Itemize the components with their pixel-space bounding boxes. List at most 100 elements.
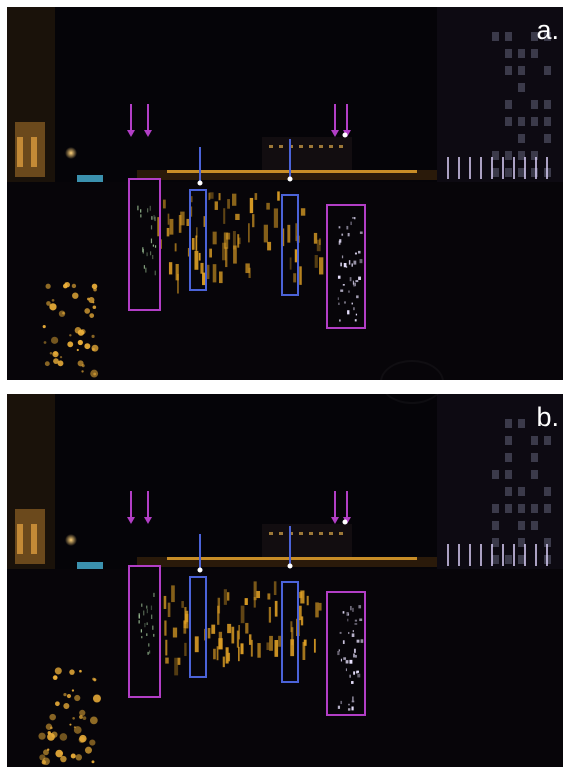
water-reflection	[267, 241, 272, 251]
building-window	[518, 504, 525, 513]
lamp-reflection	[79, 709, 86, 716]
water-reflection	[300, 616, 304, 626]
building-window	[505, 66, 512, 75]
sparkle-reflection	[141, 603, 143, 607]
sparkle-reflection	[347, 618, 349, 622]
sparkle-reflection	[341, 233, 344, 236]
far-window	[339, 532, 343, 535]
water-reflection	[319, 238, 321, 245]
blue-box	[281, 581, 299, 683]
sparkle-reflection	[153, 592, 155, 597]
building-window	[518, 487, 525, 496]
water-reflection	[245, 263, 250, 274]
sparkle-reflection	[138, 620, 140, 624]
water-reflection	[218, 193, 221, 201]
building-window	[531, 504, 538, 513]
sparkle-reflection	[150, 225, 153, 230]
sparkle-reflection	[146, 633, 148, 636]
sparkle-reflection	[351, 633, 355, 637]
water-reflection	[302, 641, 306, 660]
sparkle-reflection	[151, 614, 153, 620]
lamp-reflection	[60, 755, 67, 763]
bridge	[137, 170, 437, 180]
far-window	[309, 145, 313, 148]
water-reflection	[278, 635, 283, 647]
water-reflection	[225, 647, 229, 664]
water-reflection	[167, 602, 171, 618]
lamp-post	[447, 544, 449, 566]
building-window	[531, 470, 538, 479]
sparkle-reflection	[146, 252, 148, 257]
sparkle-reflection	[346, 225, 349, 230]
sparkle-reflection	[354, 623, 358, 625]
sparkle-reflection	[356, 639, 360, 643]
water-reflection	[295, 223, 297, 241]
sparkle-reflection	[153, 633, 155, 637]
water-reflection	[319, 257, 324, 275]
water-reflection	[240, 643, 244, 655]
sparkle-reflection	[355, 313, 358, 316]
water-reflection	[169, 218, 174, 235]
tower-window	[31, 524, 37, 554]
lamp-reflection	[53, 675, 58, 679]
lamp-reflection	[57, 360, 64, 367]
water-reflection	[218, 631, 223, 650]
sparkle-reflection	[354, 282, 356, 287]
building-window	[518, 134, 525, 143]
sparkle-reflection	[337, 705, 341, 709]
tower-window	[17, 524, 23, 554]
sparkle-reflection	[348, 631, 350, 635]
lamp-reflection	[44, 361, 50, 367]
river	[7, 569, 563, 767]
sparkle-reflection	[146, 622, 148, 625]
sparkle-reflection	[359, 618, 363, 622]
lamp-post	[458, 157, 460, 179]
building-window	[518, 151, 525, 160]
sparkle-reflection	[350, 221, 352, 226]
water-reflection	[273, 208, 279, 228]
water-reflection	[200, 262, 204, 274]
building-window	[518, 83, 525, 92]
water-reflection	[165, 657, 169, 664]
lamp-reflection	[49, 351, 53, 355]
sparkle-reflection	[348, 703, 350, 706]
sparkle-reflection	[347, 232, 350, 237]
water-reflection	[303, 639, 307, 646]
water-reflection	[257, 643, 261, 658]
sparkle-reflection	[358, 276, 361, 280]
sparkle-reflection	[352, 696, 354, 701]
water-reflection	[190, 206, 193, 217]
building-window	[492, 168, 499, 177]
lamp-reflection	[73, 726, 82, 734]
sparkle-reflection	[354, 319, 357, 322]
blue-box	[189, 576, 207, 678]
lamp-reflection	[79, 715, 83, 719]
lamp-post	[535, 157, 537, 179]
building-window	[531, 49, 538, 58]
lamp-reflection	[45, 283, 51, 289]
water-reflection	[268, 606, 272, 623]
lamp-reflection	[89, 313, 95, 318]
sparkle-reflection	[146, 608, 148, 614]
magenta-box	[128, 178, 161, 311]
building-window	[505, 32, 512, 41]
sparkle-reflection	[352, 280, 354, 285]
lamp-reflection	[67, 341, 74, 348]
building-window	[544, 100, 551, 109]
water-reflection	[205, 264, 210, 280]
water-reflection	[254, 193, 258, 200]
building-window	[544, 504, 551, 513]
water-reflection	[227, 199, 230, 209]
sparkle-reflection	[147, 651, 149, 655]
sparkle-reflection	[148, 643, 150, 647]
far-window	[319, 532, 323, 535]
bridge-lights	[167, 557, 417, 560]
water-reflection	[274, 600, 278, 617]
lamp-reflection	[77, 339, 83, 346]
lamp-reflection	[69, 669, 75, 675]
sparkle-reflection	[352, 653, 356, 658]
lamp-reflection	[52, 351, 59, 358]
water-reflection	[166, 227, 170, 237]
building-window	[518, 117, 525, 126]
sparkle-reflection	[353, 217, 356, 220]
